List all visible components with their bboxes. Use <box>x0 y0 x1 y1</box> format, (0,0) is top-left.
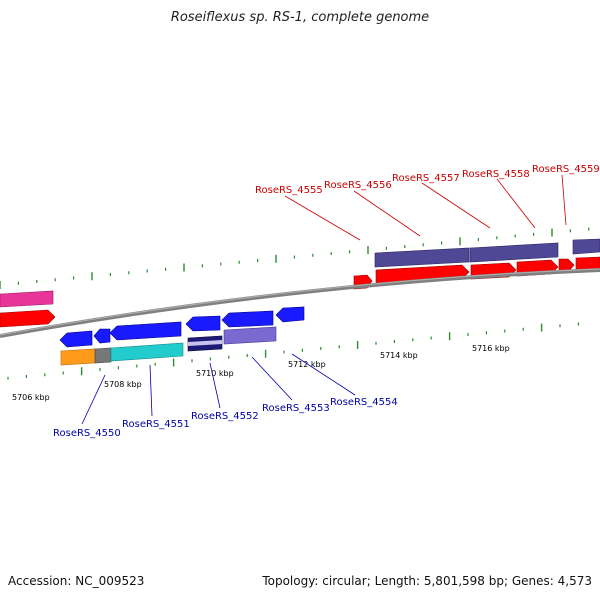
kbp-label: 5714 kbp <box>380 351 418 360</box>
cds-arrow-reverse-2[interactable] <box>93 328 111 344</box>
gene-label-reverse[interactable]: RoseRS_4553 <box>262 403 330 414</box>
kbp-scale-labels: 5706 kbp 5708 kbp 5710 kbp 5712 kbp 5714… <box>12 344 510 402</box>
gene-bar-reverse-dark-stripe <box>188 340 222 346</box>
accession-value: NC_009523 <box>75 574 145 588</box>
kbp-label: 5706 kbp <box>12 393 50 402</box>
forward-gene-labels: RoseRS_4555 RoseRS_4556 RoseRS_4557 Rose… <box>255 164 600 241</box>
gene-bar-forward-1[interactable] <box>374 247 470 268</box>
gene-bar-reverse-cyan[interactable] <box>110 342 184 362</box>
genes-value: 4,573 <box>557 574 592 588</box>
callout-line <box>496 178 536 229</box>
reverse-gene-labels: RoseRS_4550 RoseRS_4551 RoseRS_4552 Rose… <box>53 353 398 439</box>
inner-tick-track <box>7 322 580 380</box>
cds-arrow-reverse-5[interactable] <box>221 310 274 328</box>
gene-label-reverse[interactable]: RoseRS_4551 <box>122 419 190 430</box>
callout-line <box>209 362 221 409</box>
kbp-label: 5712 kbp <box>288 360 326 369</box>
kbp-label: 5710 kbp <box>196 369 234 378</box>
reverse-strand-track <box>59 306 305 366</box>
cds-arrow-reverse-3[interactable] <box>109 321 182 341</box>
gene-label-reverse[interactable]: RoseRS_4554 <box>330 397 398 408</box>
gene-label-reverse[interactable]: RoseRS_4552 <box>191 411 259 422</box>
gene-label-forward[interactable]: RoseRS_4559 <box>532 164 600 175</box>
callout-line <box>353 190 421 237</box>
gene-bar-reverse-orange[interactable] <box>60 348 96 366</box>
callout-line <box>421 182 491 229</box>
genome-stats: Topology: circular; Length: 5,801,598 bp… <box>262 574 592 588</box>
callout-line <box>291 353 356 396</box>
cds-arrow-reverse-1[interactable] <box>59 330 93 348</box>
callout-line <box>561 174 567 226</box>
outer-tick-track <box>0 227 590 289</box>
callout-line <box>81 374 106 425</box>
cds-arrow-reverse-4[interactable] <box>185 315 221 332</box>
cds-arrow-reverse-6[interactable] <box>275 306 305 323</box>
accession-label: Accession: <box>8 574 72 588</box>
cds-arrow-forward-7[interactable] <box>0 309 56 328</box>
callout-line <box>284 195 361 241</box>
topology-label: Topology: <box>262 574 319 588</box>
gene-bar-reverse-gray[interactable] <box>94 347 112 364</box>
genome-backbone <box>0 268 600 338</box>
gene-label-reverse[interactable]: RoseRS_4550 <box>53 428 121 439</box>
callout-line <box>251 356 293 401</box>
length-label: Length: <box>374 574 421 588</box>
gene-bar-forward-3[interactable] <box>572 238 600 255</box>
callout-line <box>149 364 153 417</box>
topology-value: circular <box>322 574 367 588</box>
gene-label-forward[interactable]: RoseRS_4556 <box>324 180 392 191</box>
accession-info: Accession: NC_009523 <box>8 574 144 588</box>
genes-label: Genes: <box>511 574 554 588</box>
gene-label-forward[interactable]: RoseRS_4558 <box>462 169 530 180</box>
page-title: Roseiflexus sp. RS-1, complete genome <box>170 10 430 25</box>
genome-backbone-highlight <box>0 268 600 336</box>
gene-bar-forward-2[interactable] <box>469 242 559 263</box>
kbp-label: 5708 kbp <box>104 380 142 389</box>
gene-label-forward[interactable]: RoseRS_4555 <box>255 185 323 196</box>
length-value: 5,801,598 bp <box>423 574 504 588</box>
kbp-label: 5716 kbp <box>472 344 510 353</box>
gene-bar-reverse-purple[interactable] <box>223 326 277 345</box>
gene-label-forward[interactable]: RoseRS_4557 <box>392 173 460 184</box>
gene-bar-forward-magenta[interactable] <box>0 290 54 308</box>
